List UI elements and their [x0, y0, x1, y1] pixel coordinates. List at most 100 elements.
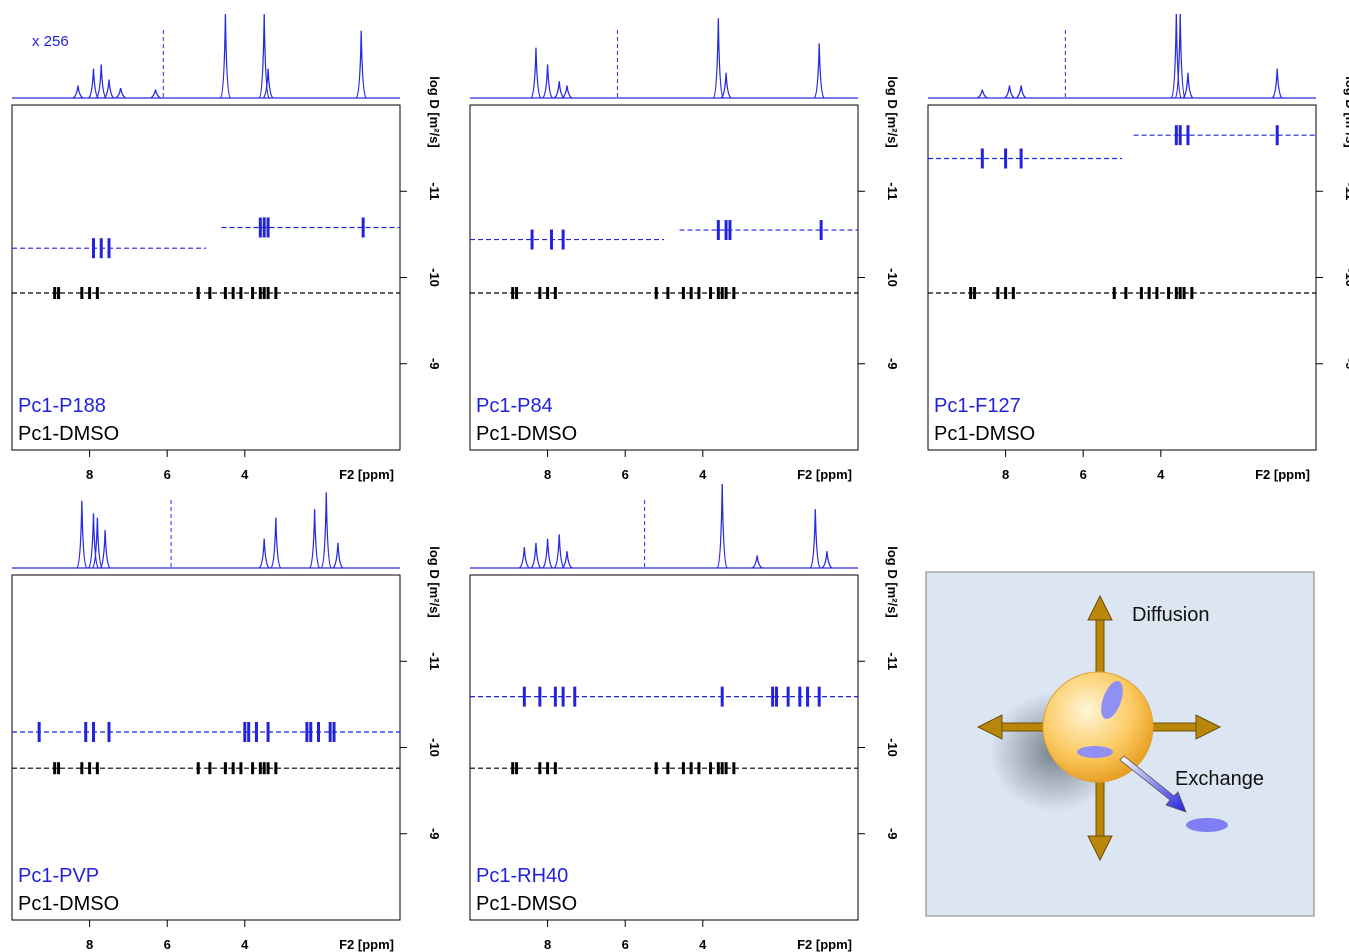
dosy-peak [80, 287, 84, 300]
y-tick-label: -11 [885, 182, 900, 200]
legend-entry: Pc1-F127 [934, 395, 1021, 417]
x-tick-label: 8 [86, 937, 93, 952]
dosy-peak [258, 762, 262, 775]
exchange-label: Exchange [1175, 768, 1264, 790]
projection-peak [821, 551, 833, 569]
y-tick-label: -11 [1343, 182, 1349, 200]
dosy-peak [53, 762, 57, 775]
dosy-peak [728, 220, 732, 241]
dosy-peak [511, 287, 515, 300]
projection-peak [561, 551, 573, 569]
dosy-peak [724, 287, 728, 300]
dosy-peak [771, 686, 775, 707]
legend-entry: Pc1-DMSO [18, 423, 119, 445]
micelle [1042, 671, 1154, 783]
dosy-peak [546, 287, 550, 300]
x-tick-label: 4 [241, 937, 249, 952]
projection-peak [553, 534, 565, 569]
legend-entry: Pc1-DMSO [476, 423, 577, 445]
dosy-peak [223, 287, 227, 300]
y-tick-label: -9 [427, 828, 442, 840]
projection-peak [1174, 13, 1186, 99]
projection-peak [258, 13, 270, 99]
dosy-peak [561, 686, 565, 707]
x-axis-label: F2 [ppm] [339, 937, 394, 952]
dosy-peak [1178, 287, 1182, 300]
dosy-peak [208, 762, 212, 775]
dosy-peak [553, 762, 557, 775]
dosy-peak [95, 287, 99, 300]
dosy-peak [553, 686, 557, 707]
dosy-peak [732, 762, 736, 775]
dosy-peak [239, 762, 243, 775]
y-tick-label: -9 [885, 358, 900, 370]
dosy-peak [1011, 287, 1015, 300]
x-axis-label: F2 [ppm] [797, 467, 852, 482]
y-tick-label: -11 [885, 652, 900, 670]
dosy-peak [1190, 287, 1194, 300]
dosy-peak [243, 721, 247, 742]
projection-peak [1170, 13, 1182, 99]
x-tick-label: 8 [86, 467, 93, 482]
dosy-panel: 8 6 4 F2 [ppm] -11 -10 -9 log D [m²/s] Pc1-PVP Pc… [11, 492, 442, 952]
x-tick-label: 6 [164, 467, 171, 482]
dosy-peak [798, 686, 802, 707]
x-tick-label: 4 [699, 937, 707, 952]
dosy-peak [274, 287, 278, 300]
dosy-peak [654, 762, 658, 775]
projection-peak [542, 538, 554, 569]
y-axis-label: log D [m²/s] [427, 76, 442, 148]
projection-peak [1271, 68, 1283, 99]
projection-peak [95, 64, 107, 99]
dosy-peak [538, 762, 542, 775]
projection-peak [103, 79, 115, 99]
dosy-peak [332, 721, 336, 742]
dosy-panel: 8 6 4 F2 [ppm] -11 -10 -9 log D [m²/s] Pc1-RH40 P… [469, 483, 900, 952]
x-tick-label: 8 [1002, 467, 1009, 482]
dosy-peak [328, 721, 332, 742]
x-tick-label: 4 [1157, 467, 1165, 482]
projection-peak [99, 530, 111, 569]
y-tick-label: -10 [427, 268, 442, 287]
x-tick-label: 4 [699, 467, 707, 482]
dosy-peak [262, 287, 266, 300]
dosy-peak [1139, 287, 1143, 300]
dosy-peak [697, 287, 701, 300]
dosy-peak [262, 217, 266, 238]
projection-peak [355, 30, 367, 99]
dosy-peak [91, 238, 95, 259]
projection-peak [561, 85, 573, 99]
dosy-peak [1019, 148, 1023, 169]
dosy-peak [84, 721, 88, 742]
legend-entry: Pc1-DMSO [18, 893, 119, 915]
dosy-peak [969, 287, 973, 300]
y-tick-label: -10 [885, 738, 900, 757]
legend-entry: Pc1-RH40 [476, 865, 568, 887]
dosy-peak [515, 762, 519, 775]
y-axis-label: log D [m²/s] [885, 546, 900, 618]
x-axis-label: F2 [ppm] [797, 937, 852, 952]
dosy-peak [817, 686, 821, 707]
x-tick-label: 6 [622, 467, 629, 482]
dosy-peak [709, 762, 713, 775]
dosy-peak [786, 686, 790, 707]
dosy-peak [1155, 287, 1159, 300]
dosy-peak [996, 287, 1000, 300]
dosy-peak [1124, 287, 1128, 300]
dosy-panel: 8 6 4 F2 [ppm] -11 -10 -9 log D [m²/s] Pc1-F127 P… [927, 13, 1349, 482]
y-tick-label: -9 [885, 828, 900, 840]
dosy-peak [689, 762, 693, 775]
legend-entry: Pc1-P84 [476, 395, 553, 417]
projection-peak [262, 68, 274, 99]
x-tick-label: 4 [241, 467, 249, 482]
x-axis-label: F2 [ppm] [339, 467, 394, 482]
dosy-peak [223, 762, 227, 775]
dosy-peak [654, 287, 658, 300]
dosy-peak [709, 287, 713, 300]
diffusion-label: Diffusion [1132, 604, 1209, 626]
y-tick-label: -11 [427, 182, 442, 200]
projection-peak [219, 13, 231, 99]
dosy-peak [1112, 287, 1116, 300]
dosy-peak [53, 287, 57, 300]
dosy-peak [538, 686, 542, 707]
